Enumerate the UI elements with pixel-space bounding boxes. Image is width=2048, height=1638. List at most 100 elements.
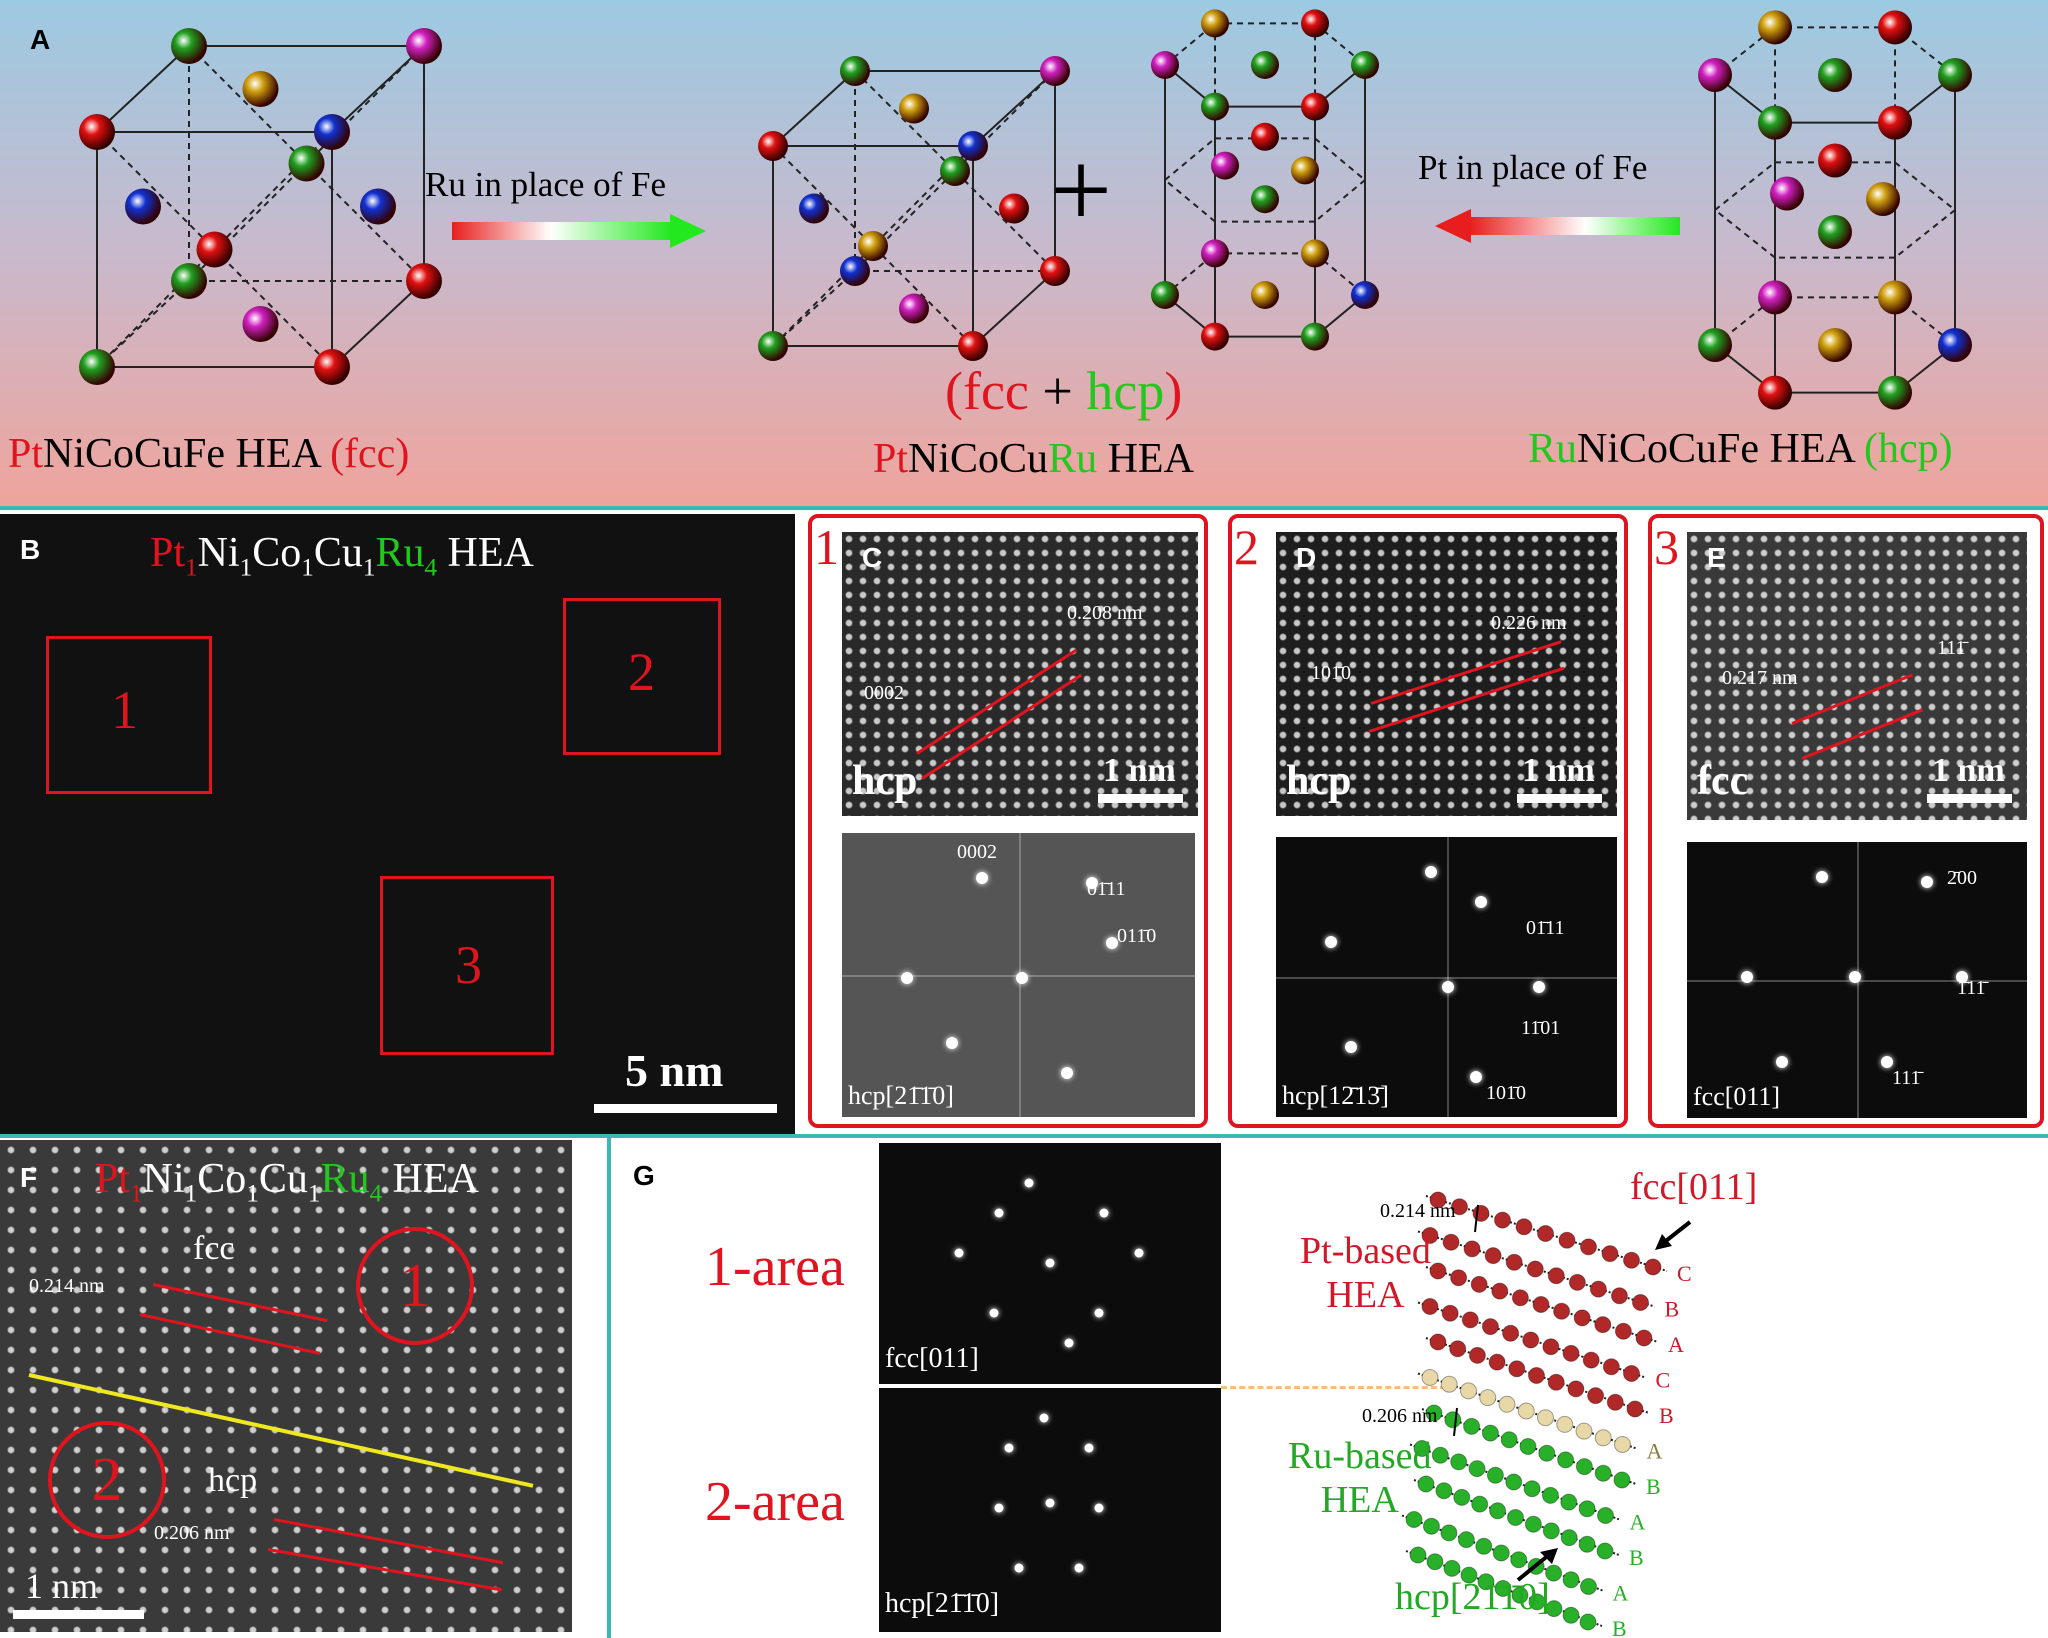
atom	[1938, 328, 1972, 362]
arrow1-label: Ru in place of Fe	[425, 165, 667, 204]
phase-label: fcc	[1697, 758, 1749, 804]
atom	[1580, 1578, 1597, 1595]
diffraction-spot	[1470, 1071, 1482, 1083]
atom	[314, 114, 350, 150]
atom	[899, 293, 929, 324]
atom	[1528, 1367, 1545, 1384]
atom	[1532, 1296, 1550, 1313]
atom	[1594, 1429, 1612, 1447]
atom	[1413, 1440, 1431, 1457]
atom	[1542, 1338, 1560, 1356]
d-spacing-hcp: 0.206 nm	[154, 1522, 230, 1544]
hcp-direction: hcp[21̄1̄0]	[1395, 1576, 1550, 1618]
atom	[1526, 1260, 1544, 1278]
atom	[1614, 1436, 1631, 1453]
panel-letter: A	[30, 24, 51, 55]
atom	[1579, 1613, 1597, 1631]
atom	[1494, 1580, 1512, 1597]
spot-index: 01̄11	[1087, 878, 1126, 900]
panelE-frame	[1648, 514, 2044, 1128]
atom	[1481, 1318, 1499, 1336]
atom	[1511, 1586, 1529, 1604]
atom	[1613, 1471, 1631, 1489]
region-box-1: 1	[46, 636, 212, 794]
atom	[1547, 1373, 1565, 1391]
diffraction-spot	[1004, 1443, 1014, 1453]
atom	[171, 263, 207, 299]
d-spacing-fcc: 0.214 nm	[29, 1275, 105, 1297]
atom	[1562, 1571, 1580, 1589]
scale-label: 1 nm	[25, 1566, 99, 1606]
panel-f-image: F Pt1Ni1Co1Cu1Ru4 HEA fcc 0.214 nm 1 2 h…	[0, 1140, 572, 1632]
region-number: 3	[1654, 519, 1679, 575]
atom	[1589, 1280, 1607, 1298]
atom	[1508, 1360, 1526, 1378]
atom	[1537, 1409, 1554, 1427]
d-spacing: 0.226 nm	[1491, 612, 1567, 634]
atom	[1301, 322, 1329, 351]
atom	[958, 331, 988, 361]
plus-sign: +	[1050, 129, 1113, 251]
atom	[1560, 1493, 1578, 1511]
atom	[840, 256, 870, 286]
atom	[758, 131, 788, 161]
atom	[1818, 215, 1852, 249]
spot-index: 2̄00	[1947, 867, 1977, 889]
atom	[1602, 1358, 1620, 1376]
lattice-line	[139, 1313, 321, 1355]
atom	[1758, 10, 1792, 45]
atom	[1623, 1251, 1640, 1269]
streak	[1446, 837, 1449, 1117]
atom	[840, 56, 870, 86]
area-circle-1: 1	[356, 1227, 474, 1345]
atom	[1610, 1287, 1628, 1305]
atom	[1409, 1546, 1427, 1564]
spot-index: 0002	[957, 841, 997, 863]
panelD-frame	[1228, 514, 1628, 1128]
atom	[1818, 143, 1852, 178]
atom	[1472, 1204, 1490, 1222]
atom	[1542, 1522, 1560, 1540]
atom	[1251, 51, 1279, 79]
atom	[1351, 281, 1379, 309]
atom	[1417, 1475, 1435, 1493]
region-label: 2	[628, 642, 655, 702]
atom	[1866, 182, 1900, 216]
atom	[1545, 1564, 1563, 1582]
atom	[1471, 1495, 1489, 1513]
atom	[799, 193, 829, 224]
atom	[1470, 1275, 1488, 1293]
d-spacing: 0.217 nm	[1722, 667, 1798, 689]
atom	[1524, 1515, 1542, 1533]
diffraction-spot	[1442, 981, 1454, 993]
diffraction-spot	[1921, 876, 1933, 888]
panel-letter: C	[862, 542, 883, 573]
diffraction-spot	[1134, 1248, 1144, 1258]
lattice-line	[921, 673, 1083, 780]
region-box-2: 2	[563, 598, 721, 755]
atom	[1502, 1324, 1520, 1342]
atom	[1573, 1309, 1591, 1327]
mid-alloy-label: PtNiCoCuRu HEA	[873, 436, 1194, 482]
stacking-label: B	[1659, 1403, 1674, 1428]
atom	[1291, 156, 1319, 185]
atom	[1507, 1509, 1524, 1526]
atom	[1938, 58, 1972, 92]
atom	[1457, 1531, 1475, 1549]
atom	[1151, 281, 1179, 309]
atom	[1492, 1544, 1510, 1562]
stacking-label: B	[1612, 1616, 1627, 1638]
mixed-phase-label: (fcc + hcp)	[945, 361, 1183, 421]
area1-label: 1-area	[705, 1236, 845, 1298]
atom	[406, 28, 442, 64]
region-label: 3	[455, 935, 482, 995]
atom	[1251, 122, 1279, 151]
atom	[1494, 1211, 1511, 1229]
fft-area2: hcp[21̄1̄0]	[879, 1388, 1221, 1632]
right-alloy-label: RuNiCoCuFe HEA (hcp)	[1528, 426, 1953, 472]
fft-area1: fcc[011]	[879, 1143, 1221, 1384]
panel-b-image: B Pt1Ni1Co1Cu1Ru4 HEA 1 2 3 5 nm	[0, 514, 795, 1134]
diffraction-spot	[946, 1037, 958, 1049]
arrow-icon	[1516, 1552, 1552, 1582]
atom	[1758, 375, 1792, 410]
